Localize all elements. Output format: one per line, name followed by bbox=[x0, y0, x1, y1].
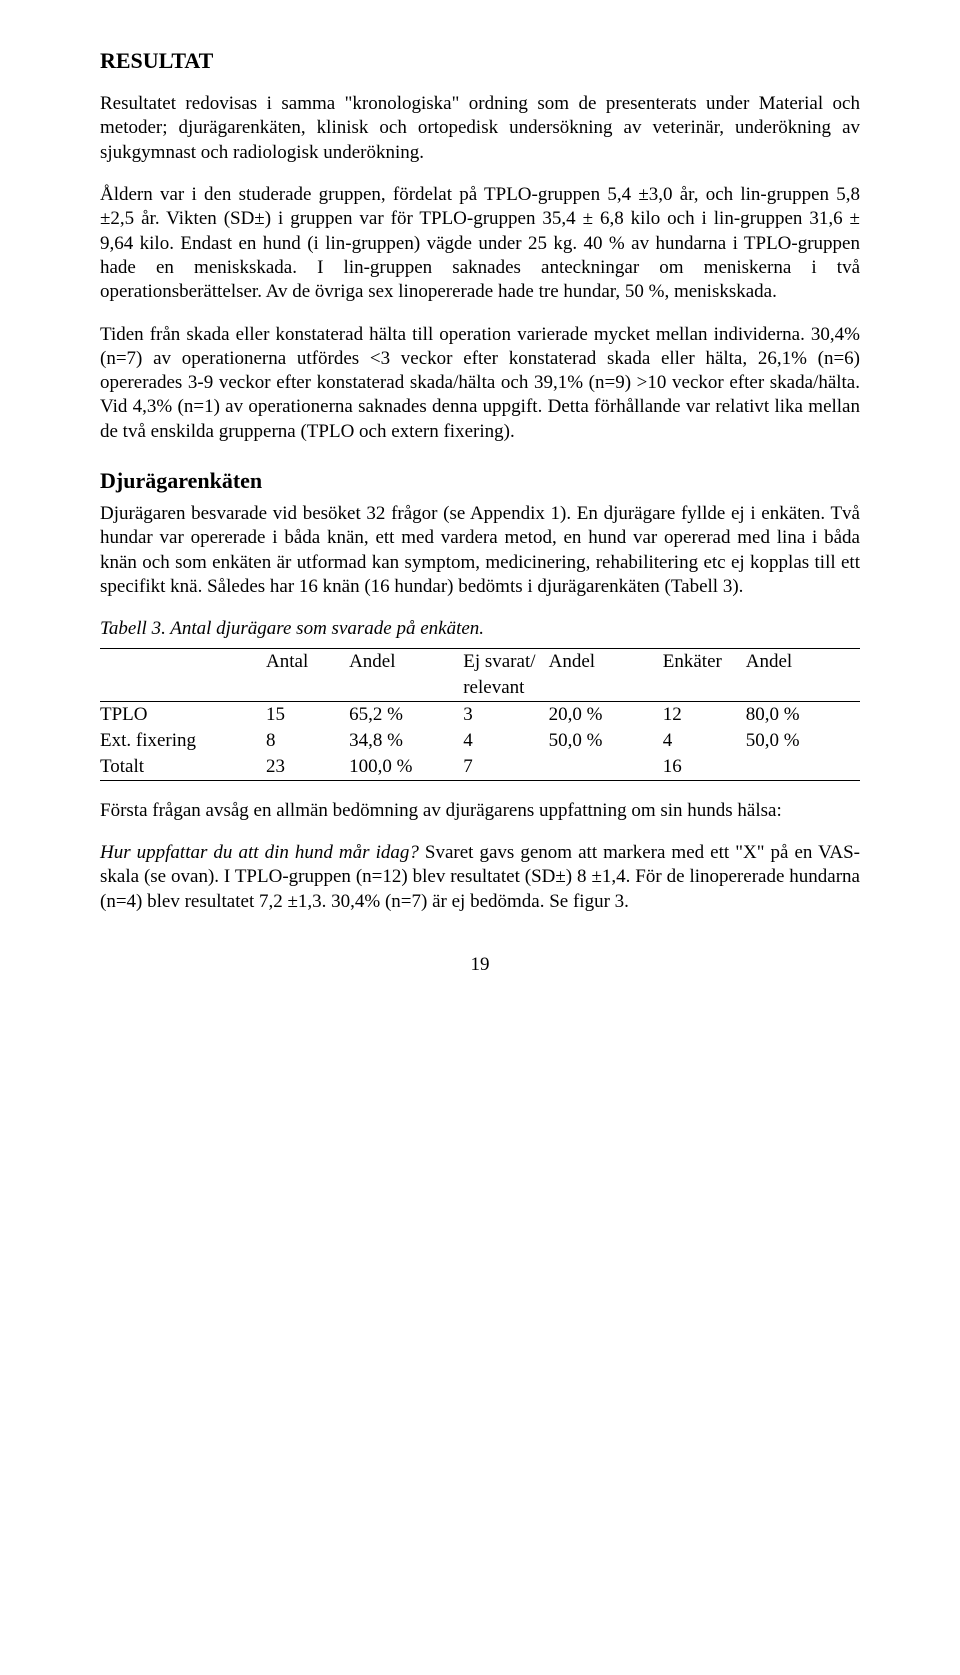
table-header-cell bbox=[349, 675, 463, 702]
table-header-cell: Ej svarat/ bbox=[463, 648, 548, 675]
table-header-cell bbox=[100, 648, 266, 675]
table-cell: Totalt bbox=[100, 754, 266, 781]
paragraph-1: Resultatet redovisas i samma "kronologis… bbox=[100, 92, 860, 165]
table-cell: TPLO bbox=[100, 701, 266, 728]
table-cell: 8 bbox=[266, 728, 349, 754]
table-cell: 7 bbox=[463, 754, 548, 781]
table-cell: 23 bbox=[266, 754, 349, 781]
table-cell: 15 bbox=[266, 701, 349, 728]
table-header-cell bbox=[663, 675, 746, 702]
paragraph-2: Åldern var i den studerade gruppen, förd… bbox=[100, 183, 860, 305]
table-header-cell: Andel bbox=[549, 648, 663, 675]
table-header-cell: relevant bbox=[463, 675, 548, 702]
table-cell: 4 bbox=[663, 728, 746, 754]
page-number: 19 bbox=[100, 954, 860, 976]
paragraph-3: Tiden från skada eller konstaterad hälta… bbox=[100, 323, 860, 445]
page-title: RESULTAT bbox=[100, 48, 860, 74]
table-cell: 50,0 % bbox=[549, 728, 663, 754]
table-row: Totalt 23 100,0 % 7 16 bbox=[100, 754, 860, 781]
table-cell: 50,0 % bbox=[746, 728, 860, 754]
table-caption: Tabell 3. Antal djurägare som svarade på… bbox=[100, 617, 860, 641]
table-row: TPLO 15 65,2 % 3 20,0 % 12 80,0 % bbox=[100, 701, 860, 728]
table-header-cell bbox=[266, 675, 349, 702]
table-header-row-1: Antal Andel Ej svarat/ Andel Enkäter And… bbox=[100, 648, 860, 675]
table-header-cell: Enkäter bbox=[663, 648, 746, 675]
table-header-cell bbox=[100, 675, 266, 702]
table-header-row-2: relevant bbox=[100, 675, 860, 702]
table-cell bbox=[746, 754, 860, 781]
paragraph-6-lead: Hur uppfattar du att din hund mår idag? bbox=[100, 842, 419, 863]
document-page: RESULTAT Resultatet redovisas i samma "k… bbox=[0, 0, 960, 1016]
table-header-cell: Andel bbox=[349, 648, 463, 675]
table-header-cell bbox=[549, 675, 663, 702]
paragraph-6: Hur uppfattar du att din hund mår idag? … bbox=[100, 841, 860, 914]
table-3: Antal Andel Ej svarat/ Andel Enkäter And… bbox=[100, 648, 860, 781]
table-cell: 34,8 % bbox=[349, 728, 463, 754]
paragraph-4: Djurägaren besvarade vid besöket 32 fråg… bbox=[100, 502, 860, 599]
table-cell: 4 bbox=[463, 728, 548, 754]
table-cell: 16 bbox=[663, 754, 746, 781]
table-cell bbox=[549, 754, 663, 781]
table-cell: 12 bbox=[663, 701, 746, 728]
table-header-cell: Antal bbox=[266, 648, 349, 675]
subsection-title: Djurägarenkäten bbox=[100, 468, 860, 494]
table-header-cell: Andel bbox=[746, 648, 860, 675]
table-cell: 3 bbox=[463, 701, 548, 728]
table-row: Ext. fixering 8 34,8 % 4 50,0 % 4 50,0 % bbox=[100, 728, 860, 754]
table-header-cell bbox=[746, 675, 860, 702]
table-cell: Ext. fixering bbox=[100, 728, 266, 754]
table-cell: 20,0 % bbox=[549, 701, 663, 728]
table-cell: 100,0 % bbox=[349, 754, 463, 781]
table-cell: 80,0 % bbox=[746, 701, 860, 728]
paragraph-5: Första frågan avsåg en allmän bedömning … bbox=[100, 799, 860, 823]
table-cell: 65,2 % bbox=[349, 701, 463, 728]
